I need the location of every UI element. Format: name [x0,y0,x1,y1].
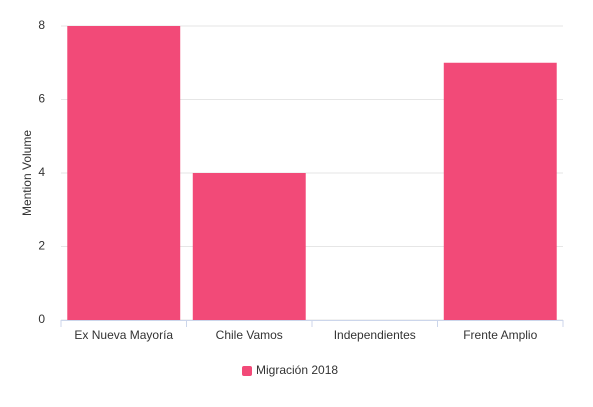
x-tick-label: Chile Vamos [216,328,283,342]
bar [443,62,557,320]
y-tick-label: 4 [38,165,45,179]
x-tick-label: Ex Nueva Mayoría [74,328,173,342]
bar [67,26,181,320]
x-tick-label: Frente Amplio [463,328,537,342]
y-tick-label: 8 [38,18,45,32]
y-axis-label: Mention Volume [20,130,34,216]
bar [192,173,306,320]
legend-swatch [242,366,252,376]
legend-label: Migración 2018 [256,363,338,377]
y-tick-label: 6 [38,92,45,106]
y-tick-label: 0 [38,312,45,326]
y-tick-label: 2 [38,239,45,253]
x-tick-label: Independientes [334,328,416,342]
